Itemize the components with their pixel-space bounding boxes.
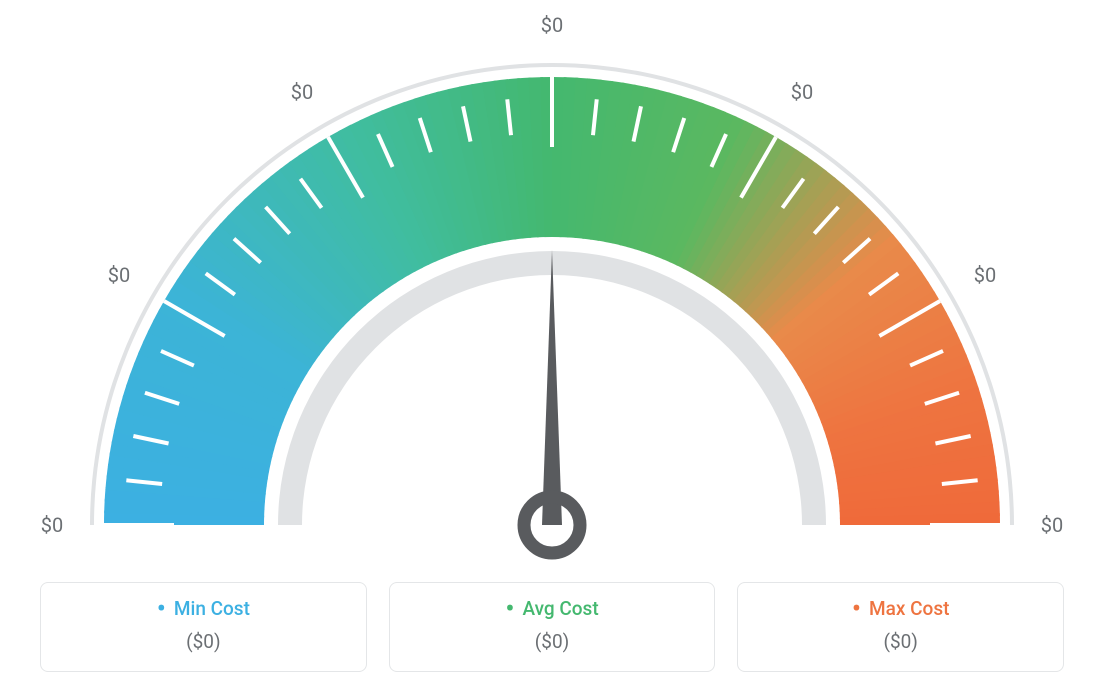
cost-gauge-container: $0 $0 $0 $0 $0 $0 $0 Min Cost ($0) Avg Cost ($… bbox=[0, 0, 1104, 690]
gauge-tick-label: $0 bbox=[41, 513, 63, 537]
legend-title-min: Min Cost bbox=[51, 597, 356, 620]
legend-card-avg: Avg Cost ($0) bbox=[389, 582, 716, 672]
gauge-tick-label: $0 bbox=[791, 80, 813, 104]
gauge-tick-label: $0 bbox=[1041, 513, 1063, 537]
legend-value-min: ($0) bbox=[51, 630, 356, 653]
gauge-tick-label: $0 bbox=[291, 80, 313, 104]
gauge-chart: $0 $0 $0 $0 $0 $0 $0 bbox=[0, 0, 1104, 560]
legend-title-max: Max Cost bbox=[748, 597, 1053, 620]
legend-value-max: ($0) bbox=[748, 630, 1053, 653]
gauge-tick-label: $0 bbox=[108, 263, 130, 287]
legend-title-avg: Avg Cost bbox=[400, 597, 705, 620]
gauge-tick-label: $0 bbox=[541, 13, 563, 37]
legend-value-avg: ($0) bbox=[400, 630, 705, 653]
legend-card-min: Min Cost ($0) bbox=[40, 582, 367, 672]
legend-row: Min Cost ($0) Avg Cost ($0) Max Cost ($0… bbox=[40, 582, 1064, 672]
gauge-tick-label: $0 bbox=[974, 263, 996, 287]
legend-card-max: Max Cost ($0) bbox=[737, 582, 1064, 672]
gauge-svg bbox=[0, 0, 1104, 560]
